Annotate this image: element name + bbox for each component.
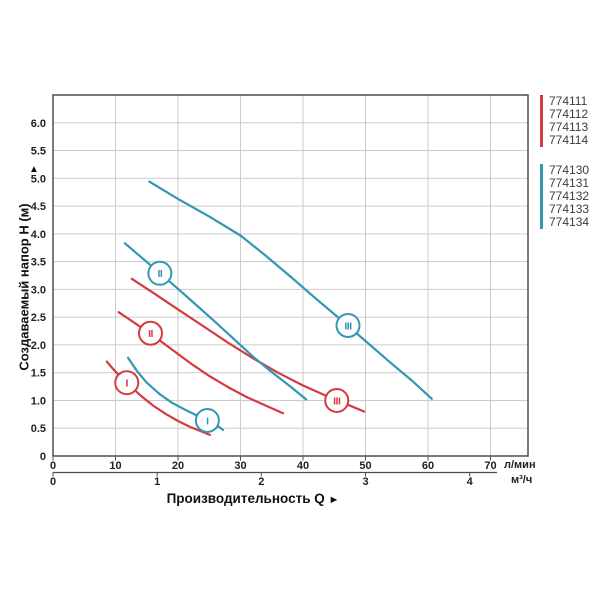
y-tick-label: 2.0 (31, 340, 46, 352)
speed-marker-circle (114, 370, 140, 396)
curve-iii (148, 180, 433, 400)
speed-marker-circle (147, 260, 173, 286)
x-axis-title-text: Производительность Q (166, 491, 325, 506)
x-tick-label: 20 (172, 460, 184, 472)
speed-marker-circle (138, 320, 163, 346)
speed-marker-label: III (344, 320, 352, 332)
x-tick-label: 60 (422, 460, 434, 472)
legend: 774111 774112 774113 774114 774130 774131 774… (540, 95, 589, 229)
x-tick-label: 10 (109, 460, 121, 472)
plot-border (52, 94, 529, 457)
y-tick-label: 4.5 (31, 201, 46, 213)
y-tick-label: 2.5 (31, 312, 46, 324)
legend-item: 774134 (549, 215, 590, 229)
y-tick-label: 0.5 (31, 423, 46, 435)
x-axis-unit-m3h: м³/ч (511, 474, 533, 486)
legend-group-red: 774111 774112 774113 774114 (540, 95, 589, 147)
speed-marker-label: I (206, 415, 209, 427)
speed-marker-circle (324, 387, 350, 413)
x-tick-label: 30 (234, 460, 246, 472)
y-tick-label: 3.0 (31, 284, 46, 296)
x-axis-unit-lmin: л/мин (504, 459, 536, 471)
y-tick-label: 5.0 (31, 173, 46, 185)
legend-item: 774132 (549, 189, 590, 203)
secondary-x-tick-label: 2 (258, 476, 264, 488)
x-axis-right-arrow-icon: ► (328, 494, 340, 506)
x-tick-label: 0 (50, 460, 56, 472)
y-tick-label: 0 (40, 451, 46, 463)
y-tick-label: 1.0 (31, 395, 46, 407)
y-tick-label: 4.0 (31, 229, 46, 241)
speed-marker-label: II (157, 268, 162, 280)
legend-item: 774113 (549, 120, 589, 134)
legend-item: 774133 (549, 202, 590, 216)
y-tick-label: 1.5 (31, 368, 46, 380)
speed-marker-circle (194, 407, 220, 433)
x-tick-label: 70 (484, 460, 496, 472)
speed-marker-label: I (126, 377, 129, 389)
legend-item: 774111 (549, 94, 588, 108)
legend-item: 774114 (549, 133, 589, 147)
legend-group-blue: 774130 774131 774132 774133 774134 (540, 164, 589, 229)
legend-item: 774130 (549, 163, 590, 177)
speed-marker-circle (335, 312, 361, 338)
y-tick-label: 5.5 (31, 146, 46, 158)
secondary-x-tick-label: 0 (50, 476, 56, 488)
x-tick-label: 40 (297, 460, 309, 472)
speed-marker-label: II (148, 328, 153, 340)
secondary-x-tick-label: 1 (154, 476, 160, 488)
y-tick-label: 6.0 (31, 118, 46, 130)
speed-marker-label: III (333, 395, 341, 407)
y-tick-label: 3.5 (31, 257, 46, 269)
y-axis-up-arrow-icon: ▲ (29, 164, 39, 175)
secondary-x-tick-label: 4 (467, 476, 474, 488)
legend-item: 774131 (549, 176, 590, 190)
legend-item: 774112 (549, 107, 589, 121)
y-axis-title: Создаваемый напор H (м) (16, 203, 32, 371)
x-axis-title: Производительность Q ► (0, 491, 506, 506)
secondary-x-tick-label: 3 (362, 476, 368, 488)
x-tick-label: 50 (359, 460, 371, 472)
